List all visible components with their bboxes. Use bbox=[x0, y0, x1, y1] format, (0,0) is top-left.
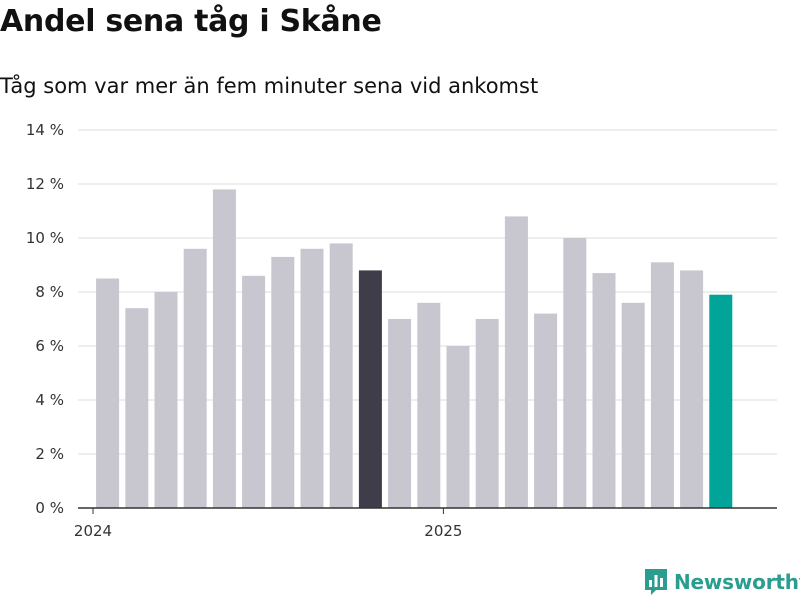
bar bbox=[183, 248, 207, 509]
bar bbox=[680, 270, 704, 508]
bar bbox=[709, 294, 733, 508]
bar bbox=[242, 275, 266, 508]
newsworthy-logo: Newsworthy bbox=[644, 568, 800, 596]
bar bbox=[300, 248, 324, 509]
bar bbox=[417, 302, 441, 508]
bar bbox=[475, 319, 499, 508]
y-tick-label: 6 % bbox=[35, 337, 64, 355]
bar bbox=[358, 270, 382, 508]
bar bbox=[446, 346, 470, 508]
x-tick-label: 2025 bbox=[424, 522, 462, 540]
bar bbox=[534, 313, 558, 508]
bar bbox=[621, 302, 645, 508]
bar bbox=[96, 278, 120, 508]
x-tick-label: 2024 bbox=[74, 522, 112, 540]
bar bbox=[563, 238, 587, 508]
bar bbox=[650, 262, 674, 508]
bar bbox=[271, 256, 295, 508]
bar bbox=[592, 273, 616, 508]
y-tick-label: 14 % bbox=[26, 121, 64, 139]
bar bbox=[388, 319, 412, 508]
y-tick-label: 10 % bbox=[26, 229, 64, 247]
y-tick-label: 8 % bbox=[35, 283, 64, 301]
chart-title: Andel sena tåg i Skåne bbox=[0, 4, 382, 39]
y-tick-label: 2 % bbox=[35, 445, 64, 463]
y-tick-label: 0 % bbox=[35, 499, 64, 517]
chart-subtitle: Tåg som var mer än fem minuter sena vid … bbox=[0, 74, 539, 98]
bar bbox=[154, 292, 178, 508]
y-tick-label: 4 % bbox=[35, 391, 64, 409]
newsworthy-logo-icon bbox=[645, 569, 667, 595]
bar bbox=[329, 243, 353, 508]
bar bbox=[212, 189, 236, 508]
y-tick-label: 12 % bbox=[26, 175, 64, 193]
brand-name: Newsworthy bbox=[674, 570, 800, 594]
bar bbox=[504, 216, 528, 508]
bar bbox=[125, 308, 149, 508]
